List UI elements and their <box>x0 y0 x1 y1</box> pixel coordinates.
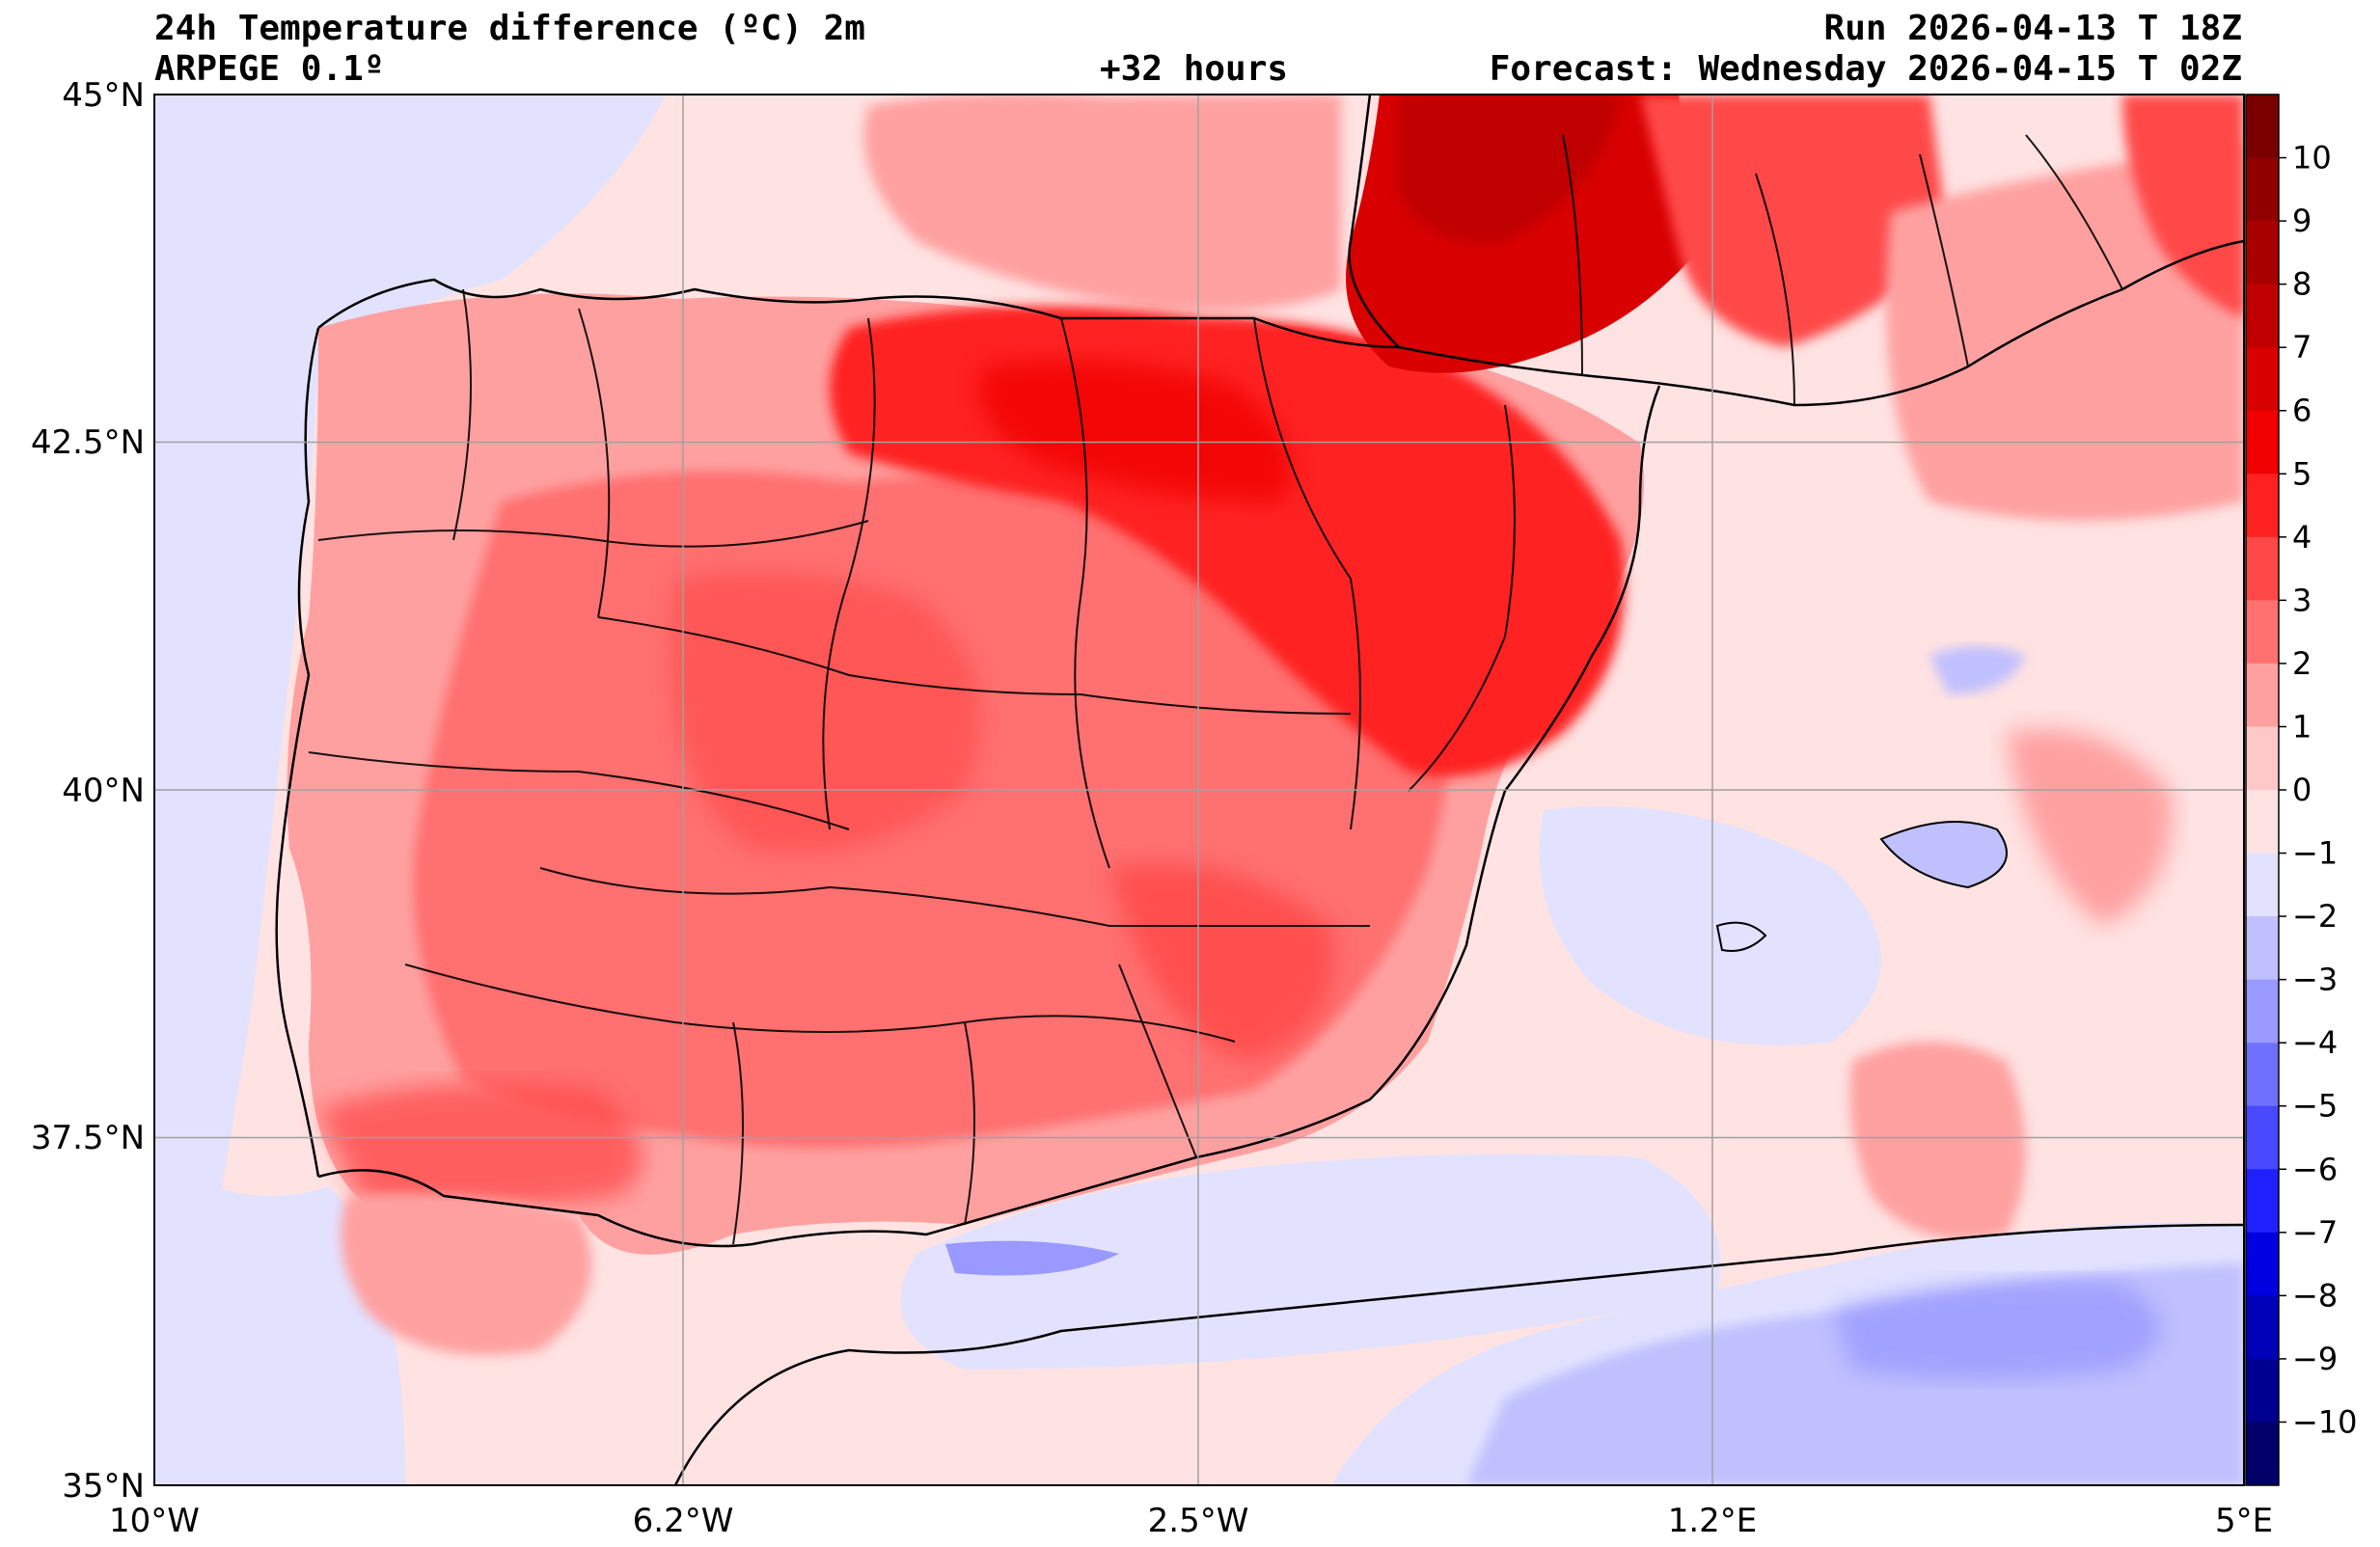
colorbar-segment <box>2246 1358 2279 1423</box>
forecast-valid-label: Forecast: Wednesday 2026-04-15 T 02Z <box>1489 49 2242 89</box>
colorbar-tick-label: 4 <box>2292 519 2312 556</box>
colorbar-tick-label: −2 <box>2292 898 2338 935</box>
colorbar-tick-label: −1 <box>2292 835 2338 872</box>
lon-tick: 6.2°W <box>633 1502 734 1540</box>
map-field <box>154 95 2244 1485</box>
colorbar-segment <box>2246 916 2279 981</box>
colorbar-tick-label: 6 <box>2292 393 2312 429</box>
colorbar-tick-label: 5 <box>2292 455 2312 492</box>
graticule <box>154 95 2244 1485</box>
colorbar-segment <box>2246 284 2279 348</box>
colorbar-segment <box>2246 1422 2279 1486</box>
lat-tick: 40°N <box>62 772 145 810</box>
lon-tick: 1.2°E <box>1668 1502 1758 1540</box>
colorbar-segment <box>2246 474 2279 538</box>
colorbar-segment <box>2246 979 2279 1044</box>
colorbar-tick-label: −10 <box>2292 1403 2358 1440</box>
colorbar-tick-label: −9 <box>2292 1341 2338 1377</box>
colorbar-tick-label: −8 <box>2292 1277 2338 1314</box>
lead-time-label: +32 hours <box>1100 49 1289 89</box>
colorbar-tick-label: 0 <box>2292 772 2312 808</box>
colorbar-tick-label: −5 <box>2292 1088 2338 1125</box>
longitude-axis: 10°W 6.2°W 2.5°W 1.2°E 5°E <box>109 1502 2273 1540</box>
colorbar-tick-label: 3 <box>2292 582 2312 618</box>
colorbar-tick-label: −4 <box>2292 1024 2338 1061</box>
colorbar-segment <box>2246 790 2279 855</box>
colorbar-tick-label: 9 <box>2292 203 2312 239</box>
run-label: Run 2026-04-13 T 18Z <box>1823 9 2242 48</box>
latitude-axis: 45°N 42.5°N 40°N 37.5°N 35°N <box>31 76 145 1506</box>
colorbar-segment <box>2246 410 2279 475</box>
colorbar-tick-label: 10 <box>2292 140 2332 176</box>
lon-tick: 5°E <box>2215 1502 2273 1540</box>
colorbar-segment <box>2246 1105 2279 1170</box>
lat-tick: 37.5°N <box>31 1119 145 1157</box>
lat-tick: 35°N <box>62 1467 145 1506</box>
colorbar-segment <box>2246 347 2279 412</box>
colorbar-segment <box>2246 853 2279 917</box>
lon-tick: 10°W <box>109 1502 200 1540</box>
colorbar-segment <box>2246 663 2279 727</box>
map-frame <box>153 94 2245 1486</box>
colorbar-segment <box>2246 600 2279 665</box>
colorbar-segment <box>2246 1295 2279 1360</box>
colorbar-segment <box>2246 1043 2279 1107</box>
model-label: ARPEGE 0.1º <box>154 49 385 89</box>
lat-tick: 42.5°N <box>31 423 145 462</box>
colorbar-segment <box>2246 221 2279 285</box>
colorbar-tick-label: −6 <box>2292 1151 2338 1187</box>
map-title: 24h Temperature difference (ºC) 2m <box>154 9 865 48</box>
colorbar-tick-label: 8 <box>2292 266 2312 303</box>
colorbar-tick-label: −3 <box>2292 962 2338 998</box>
colorbar-tick-label: 1 <box>2292 708 2312 745</box>
colorbar-segment <box>2246 726 2279 791</box>
colorbar-segment <box>2246 1169 2279 1234</box>
colorbar-tick-label: 2 <box>2292 645 2312 682</box>
colorbar-tick-label: 7 <box>2292 329 2312 366</box>
colorbar-segment <box>2246 536 2279 601</box>
colorbar-segment <box>2246 1232 2279 1296</box>
colorbar-segment <box>2246 95 2279 159</box>
lon-tick: 2.5°W <box>1148 1502 1249 1540</box>
colorbar-segment <box>2246 157 2279 222</box>
colorbar-tick-label: −7 <box>2292 1214 2338 1251</box>
lat-tick: 45°N <box>62 76 145 115</box>
